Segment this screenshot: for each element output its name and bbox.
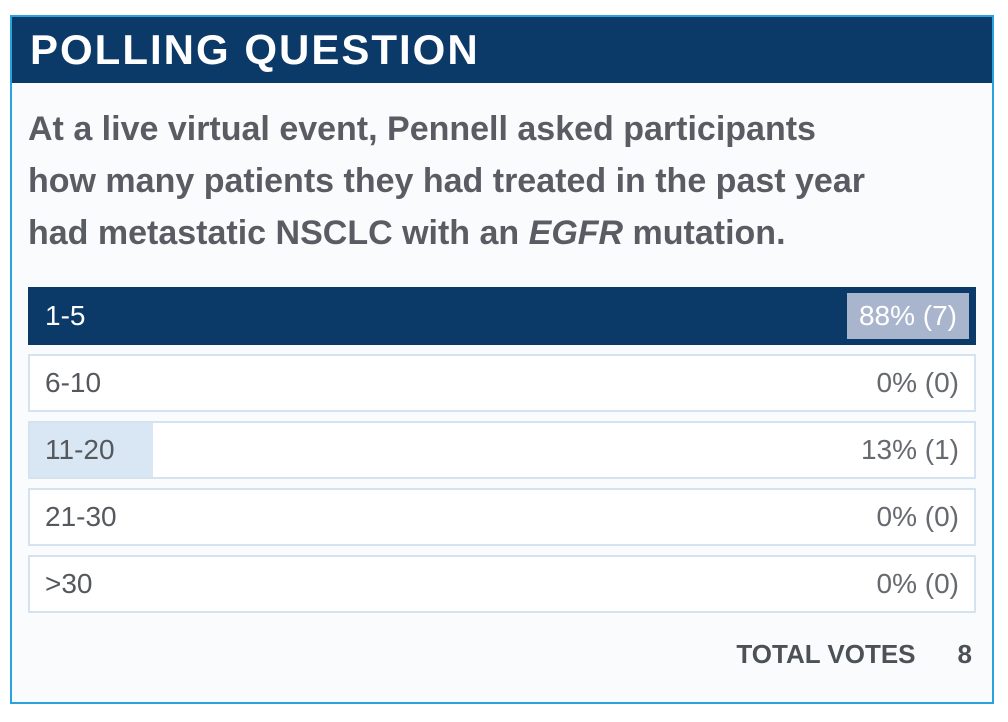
question-line-3-post: mutation. [623, 214, 786, 252]
option-result: 88% (7) [846, 293, 969, 339]
poll-options-list: 1-5 88% (7) 6-10 0% (0) 11-20 13% (1) 21… [28, 287, 976, 613]
polling-widget: POLLING QUESTION At a live virtual event… [10, 15, 994, 704]
polling-body: At a live virtual event, Pennell asked p… [12, 83, 992, 670]
question-line-1: At a live virtual event, Pennell asked p… [28, 110, 816, 148]
poll-option-21-30[interactable]: 21-30 0% (0) [28, 488, 976, 546]
option-result: 0% (0) [876, 568, 959, 599]
option-label: 11-20 [45, 434, 115, 465]
question-line-3-pre: had metastatic NSCLC with an [28, 214, 529, 252]
option-label: 21-30 [45, 501, 117, 532]
option-fill-bar [30, 423, 153, 477]
question-gene-emphasis: EGFR [528, 214, 624, 252]
option-result: 13% (1) [860, 434, 959, 465]
option-label: 1-5 [45, 300, 86, 331]
total-votes-row: TOTAL VOTES 8 [28, 639, 976, 670]
option-label: >30 [45, 568, 93, 599]
question-text: At a live virtual event, Pennell asked p… [28, 103, 976, 259]
poll-option-gt-30[interactable]: >30 0% (0) [28, 555, 976, 613]
option-result: 0% (0) [876, 501, 959, 532]
poll-option-1-5[interactable]: 1-5 88% (7) [28, 287, 976, 345]
total-votes-count: 8 [957, 639, 972, 669]
option-result: 0% (0) [876, 367, 959, 398]
question-line-2: how many patients they had treated in th… [28, 162, 865, 200]
option-label: 6-10 [45, 367, 102, 398]
poll-option-11-20[interactable]: 11-20 13% (1) [28, 421, 976, 479]
polling-header: POLLING QUESTION [12, 17, 992, 83]
poll-option-6-10[interactable]: 6-10 0% (0) [28, 354, 976, 412]
total-votes-label: TOTAL VOTES [736, 639, 916, 669]
polling-title: POLLING QUESTION [30, 26, 480, 73]
